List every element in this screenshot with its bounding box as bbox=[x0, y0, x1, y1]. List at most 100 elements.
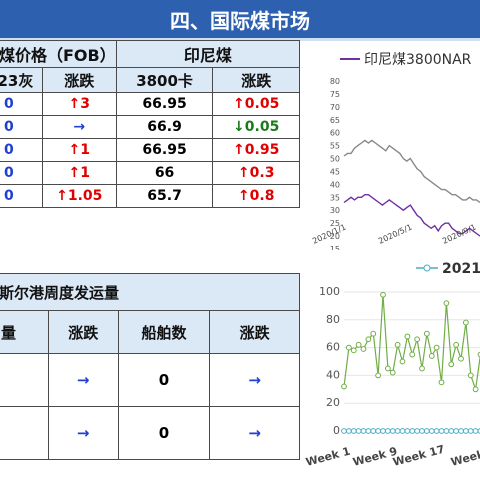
data-point bbox=[389, 369, 396, 376]
col-header-3800: 3800卡 bbox=[115, 67, 214, 93]
data-point bbox=[453, 341, 460, 348]
ships-cell: 0 bbox=[117, 406, 211, 460]
partial-cell: 0 bbox=[0, 115, 43, 139]
table-row: → 0 → bbox=[0, 406, 300, 460]
shipping-table: 斯尔港周度发运量 量 涨跌 船舶数 涨跌 → 0 → → 0 → bbox=[0, 273, 300, 460]
data-point bbox=[399, 358, 406, 365]
partial-cell: 0 bbox=[0, 161, 43, 185]
data-point bbox=[462, 319, 469, 326]
col-header-change: 涨跌 bbox=[47, 310, 119, 354]
shipping-table-title: 斯尔港周度发运量 bbox=[0, 273, 300, 311]
data-point bbox=[380, 428, 386, 434]
y-tick-label: 55 bbox=[330, 142, 340, 151]
change-cell: → bbox=[41, 115, 117, 139]
change-cell: ↑3 bbox=[41, 92, 117, 116]
data-point bbox=[384, 365, 391, 372]
x-tick-label: Week 1 bbox=[304, 445, 351, 469]
legend-label: 2021 bbox=[442, 261, 480, 277]
weekly-shipping-chart: 2021 0 20 40 60 80 100 Week 1 Week 9 Week 17 Week … bbox=[304, 254, 480, 478]
data-point bbox=[443, 428, 450, 434]
data-point bbox=[414, 428, 421, 434]
data-point bbox=[350, 428, 357, 434]
table-row: 0 ↑3 66.95 ↑0.05 bbox=[0, 92, 300, 116]
data-point bbox=[375, 428, 382, 434]
data-point bbox=[472, 386, 479, 393]
data-point bbox=[370, 330, 377, 337]
col-header-change2: 涨跌 bbox=[212, 67, 300, 93]
change2-cell: → bbox=[209, 353, 300, 407]
y-tick-label: 25 bbox=[330, 219, 340, 228]
data-point bbox=[341, 428, 347, 434]
price-cell: 65.7 bbox=[115, 184, 214, 208]
data-point bbox=[428, 353, 435, 359]
y-tick-label: 80 bbox=[330, 77, 340, 86]
table-row: 0 ↑1 66 ↑0.3 bbox=[0, 161, 300, 185]
col-header-change2: 涨跌 bbox=[209, 310, 300, 354]
change2-cell: ↑0.95 bbox=[212, 138, 300, 162]
price-table-title: 煤价格（FOB） bbox=[0, 40, 117, 68]
table-row: 0 ↑1.05 65.7 ↑0.8 bbox=[0, 184, 300, 208]
col-header-partial: 23灰 bbox=[0, 67, 43, 93]
volume-cell bbox=[0, 353, 49, 407]
data-point bbox=[360, 428, 367, 434]
price-line-chart: 印尼煤3800NAR 15 20 25 30 35 40 45 50 55 60 65 70 75 80 20… bbox=[304, 44, 480, 254]
table-row: 0 ↑1 66.95 ↑0.95 bbox=[0, 138, 300, 162]
data-point bbox=[355, 428, 362, 434]
data-point bbox=[365, 336, 372, 343]
data-point bbox=[467, 372, 474, 379]
change-cell: ↑1.05 bbox=[41, 184, 117, 208]
price-table: 煤价格（FOB） 印尼煤 23灰 涨跌 3800卡 涨跌 0 ↑3 66.95 … bbox=[0, 40, 301, 208]
y-tick-label: 40 bbox=[330, 180, 340, 189]
data-point bbox=[384, 428, 391, 434]
series-line bbox=[343, 193, 480, 237]
table-row: 0 → 66.9 ↓0.05 bbox=[0, 115, 300, 139]
y-tick-label: 70 bbox=[330, 103, 340, 112]
data-point bbox=[448, 428, 455, 434]
data-point bbox=[355, 341, 362, 348]
data-point bbox=[433, 344, 440, 351]
data-point bbox=[345, 428, 352, 434]
data-point bbox=[389, 428, 396, 434]
data-point bbox=[375, 372, 382, 379]
y-tick-label: 45 bbox=[330, 167, 340, 176]
change2-cell: ↓0.05 bbox=[212, 115, 300, 139]
data-point bbox=[419, 365, 425, 372]
data-point bbox=[467, 428, 474, 434]
y-tick-label: 60 bbox=[330, 129, 340, 138]
change-cell: ↑1 bbox=[41, 161, 117, 185]
group-label: 印尼煤 bbox=[115, 40, 301, 68]
change2-cell: ↑0.05 bbox=[212, 92, 300, 116]
data-point bbox=[448, 361, 455, 368]
data-point bbox=[414, 336, 421, 343]
data-point bbox=[438, 428, 445, 434]
y-tick-label: 65 bbox=[330, 116, 340, 125]
legend-label: 印尼煤3800NAR bbox=[364, 52, 472, 68]
volume-cell bbox=[0, 406, 49, 460]
y-tick-label: 60 bbox=[326, 341, 340, 354]
data-point bbox=[458, 355, 464, 362]
y-tick-label: 40 bbox=[326, 368, 340, 381]
data-point bbox=[419, 428, 425, 434]
col-header-ships: 船舶数 bbox=[117, 310, 211, 354]
data-point bbox=[380, 291, 386, 298]
y-tick-label: 0 bbox=[333, 424, 340, 437]
data-point bbox=[345, 344, 352, 351]
y-tick-label: 20 bbox=[330, 232, 340, 241]
data-point bbox=[423, 330, 430, 337]
x-tick-label: 2020/5/1 bbox=[377, 222, 413, 245]
table-row: → 0 → bbox=[0, 353, 300, 407]
col-header-change: 涨跌 bbox=[41, 67, 117, 93]
legend-marker bbox=[423, 264, 431, 272]
y-tick-label: 75 bbox=[330, 90, 340, 99]
data-point bbox=[443, 300, 450, 307]
data-point bbox=[453, 428, 460, 434]
series-line bbox=[343, 139, 480, 204]
x-tick-label: Week 2 bbox=[449, 445, 480, 469]
data-point bbox=[394, 341, 401, 348]
change2-cell: ↑0.3 bbox=[212, 161, 300, 185]
change-cell: → bbox=[47, 353, 119, 407]
data-point bbox=[360, 346, 367, 352]
y-tick-label: 15 bbox=[330, 245, 340, 250]
x-tick-label: 2020/9/1 bbox=[441, 222, 477, 245]
title-separator bbox=[0, 38, 480, 41]
